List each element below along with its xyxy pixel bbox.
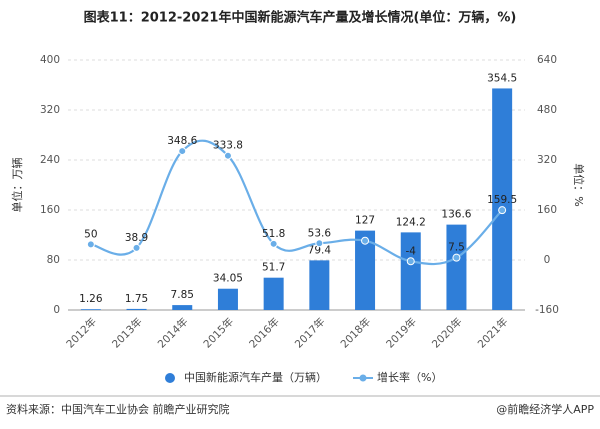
x-tick-label: 2015年 [201,315,237,351]
bar [80,309,101,310]
y-axis-label: 单位：万辆 [10,158,24,213]
line-value-label: 7.5 [448,242,465,254]
growth-point [315,239,324,248]
y2-tick-label: 320 [537,154,557,166]
bar [400,232,421,310]
x-tick-label: 2018年 [338,315,374,351]
bar-value-label: 79.4 [308,244,332,256]
bar [446,224,467,310]
growth-line [90,139,503,266]
x-tick-label: 2021年 [475,315,511,351]
bar [309,260,330,310]
y-tick-label: 320 [40,104,60,116]
y-tick-label: 160 [40,204,60,216]
bar [492,88,513,310]
bar-value-label: 34.05 [213,273,243,285]
y-tick-label: 0 [53,304,60,316]
x-tick-label: 2016年 [246,315,282,351]
x-tick-label: 2014年 [155,315,191,351]
bar-value-label: 7.85 [171,289,194,301]
x-tick-label: 2012年 [64,315,100,351]
credit: @前瞻经济学人APP [496,402,594,416]
bar-value-label: 1.26 [79,293,103,305]
growth-point [178,147,187,156]
growth-point [498,206,507,215]
growth-point [223,151,232,160]
line-value-label: 51.8 [262,228,285,240]
x-tick-label: 2017年 [292,315,328,351]
line-value-label: 333.8 [213,140,243,152]
line-value-label: 348.6 [167,135,197,147]
bar-value-label: 127 [355,215,375,227]
bar [355,230,376,310]
chart-title: 图表11：2012-2021年中国新能源汽车产量及增长情况(单位：万辆，%) [84,10,517,26]
line-value-label: 38.9 [125,232,148,244]
line-value-label: 53.6 [308,227,332,239]
bar [172,305,193,310]
y2-axis-label: 单位：% [572,163,586,206]
legend-swatch [359,374,367,382]
y-tick-label: 400 [40,54,60,66]
x-tick-label: 2020年 [429,315,465,351]
y2-tick-label: -160 [535,304,559,316]
bar [217,288,238,310]
source: 资料来源：中国汽车工业协会 前瞻产业研究院 [6,402,230,416]
x-tick-label: 2013年 [109,315,145,351]
growth-point [86,240,95,249]
y2-tick-label: 0 [544,254,551,266]
legend-label: 增长率（%） [377,370,442,384]
bar [126,308,147,310]
growth-point [269,239,278,248]
line-value-label: 50 [84,228,97,240]
bar-value-label: 1.75 [125,293,148,305]
y-tick-label: 80 [47,254,60,266]
bar-value-label: 136.6 [441,209,471,221]
bar [263,277,284,310]
y2-tick-label: 160 [537,204,557,216]
line-value-label: 159.5 [487,194,517,206]
legend-swatch [165,373,175,383]
bar-value-label: 51.7 [262,262,285,274]
growth-point [452,253,461,262]
legend-label: 中国新能源汽车产量（万辆） [184,370,327,384]
growth-point [361,236,370,245]
bar-value-label: 354.5 [487,72,517,84]
y2-tick-label: 640 [537,54,557,66]
bar-value-label: 124.2 [396,216,426,228]
x-tick-label: 2019年 [383,315,419,351]
y-tick-label: 240 [40,154,60,166]
line-value-label: -4 [406,245,417,257]
growth-point [406,257,415,266]
growth-point [132,243,141,252]
y2-tick-label: 480 [537,104,557,116]
